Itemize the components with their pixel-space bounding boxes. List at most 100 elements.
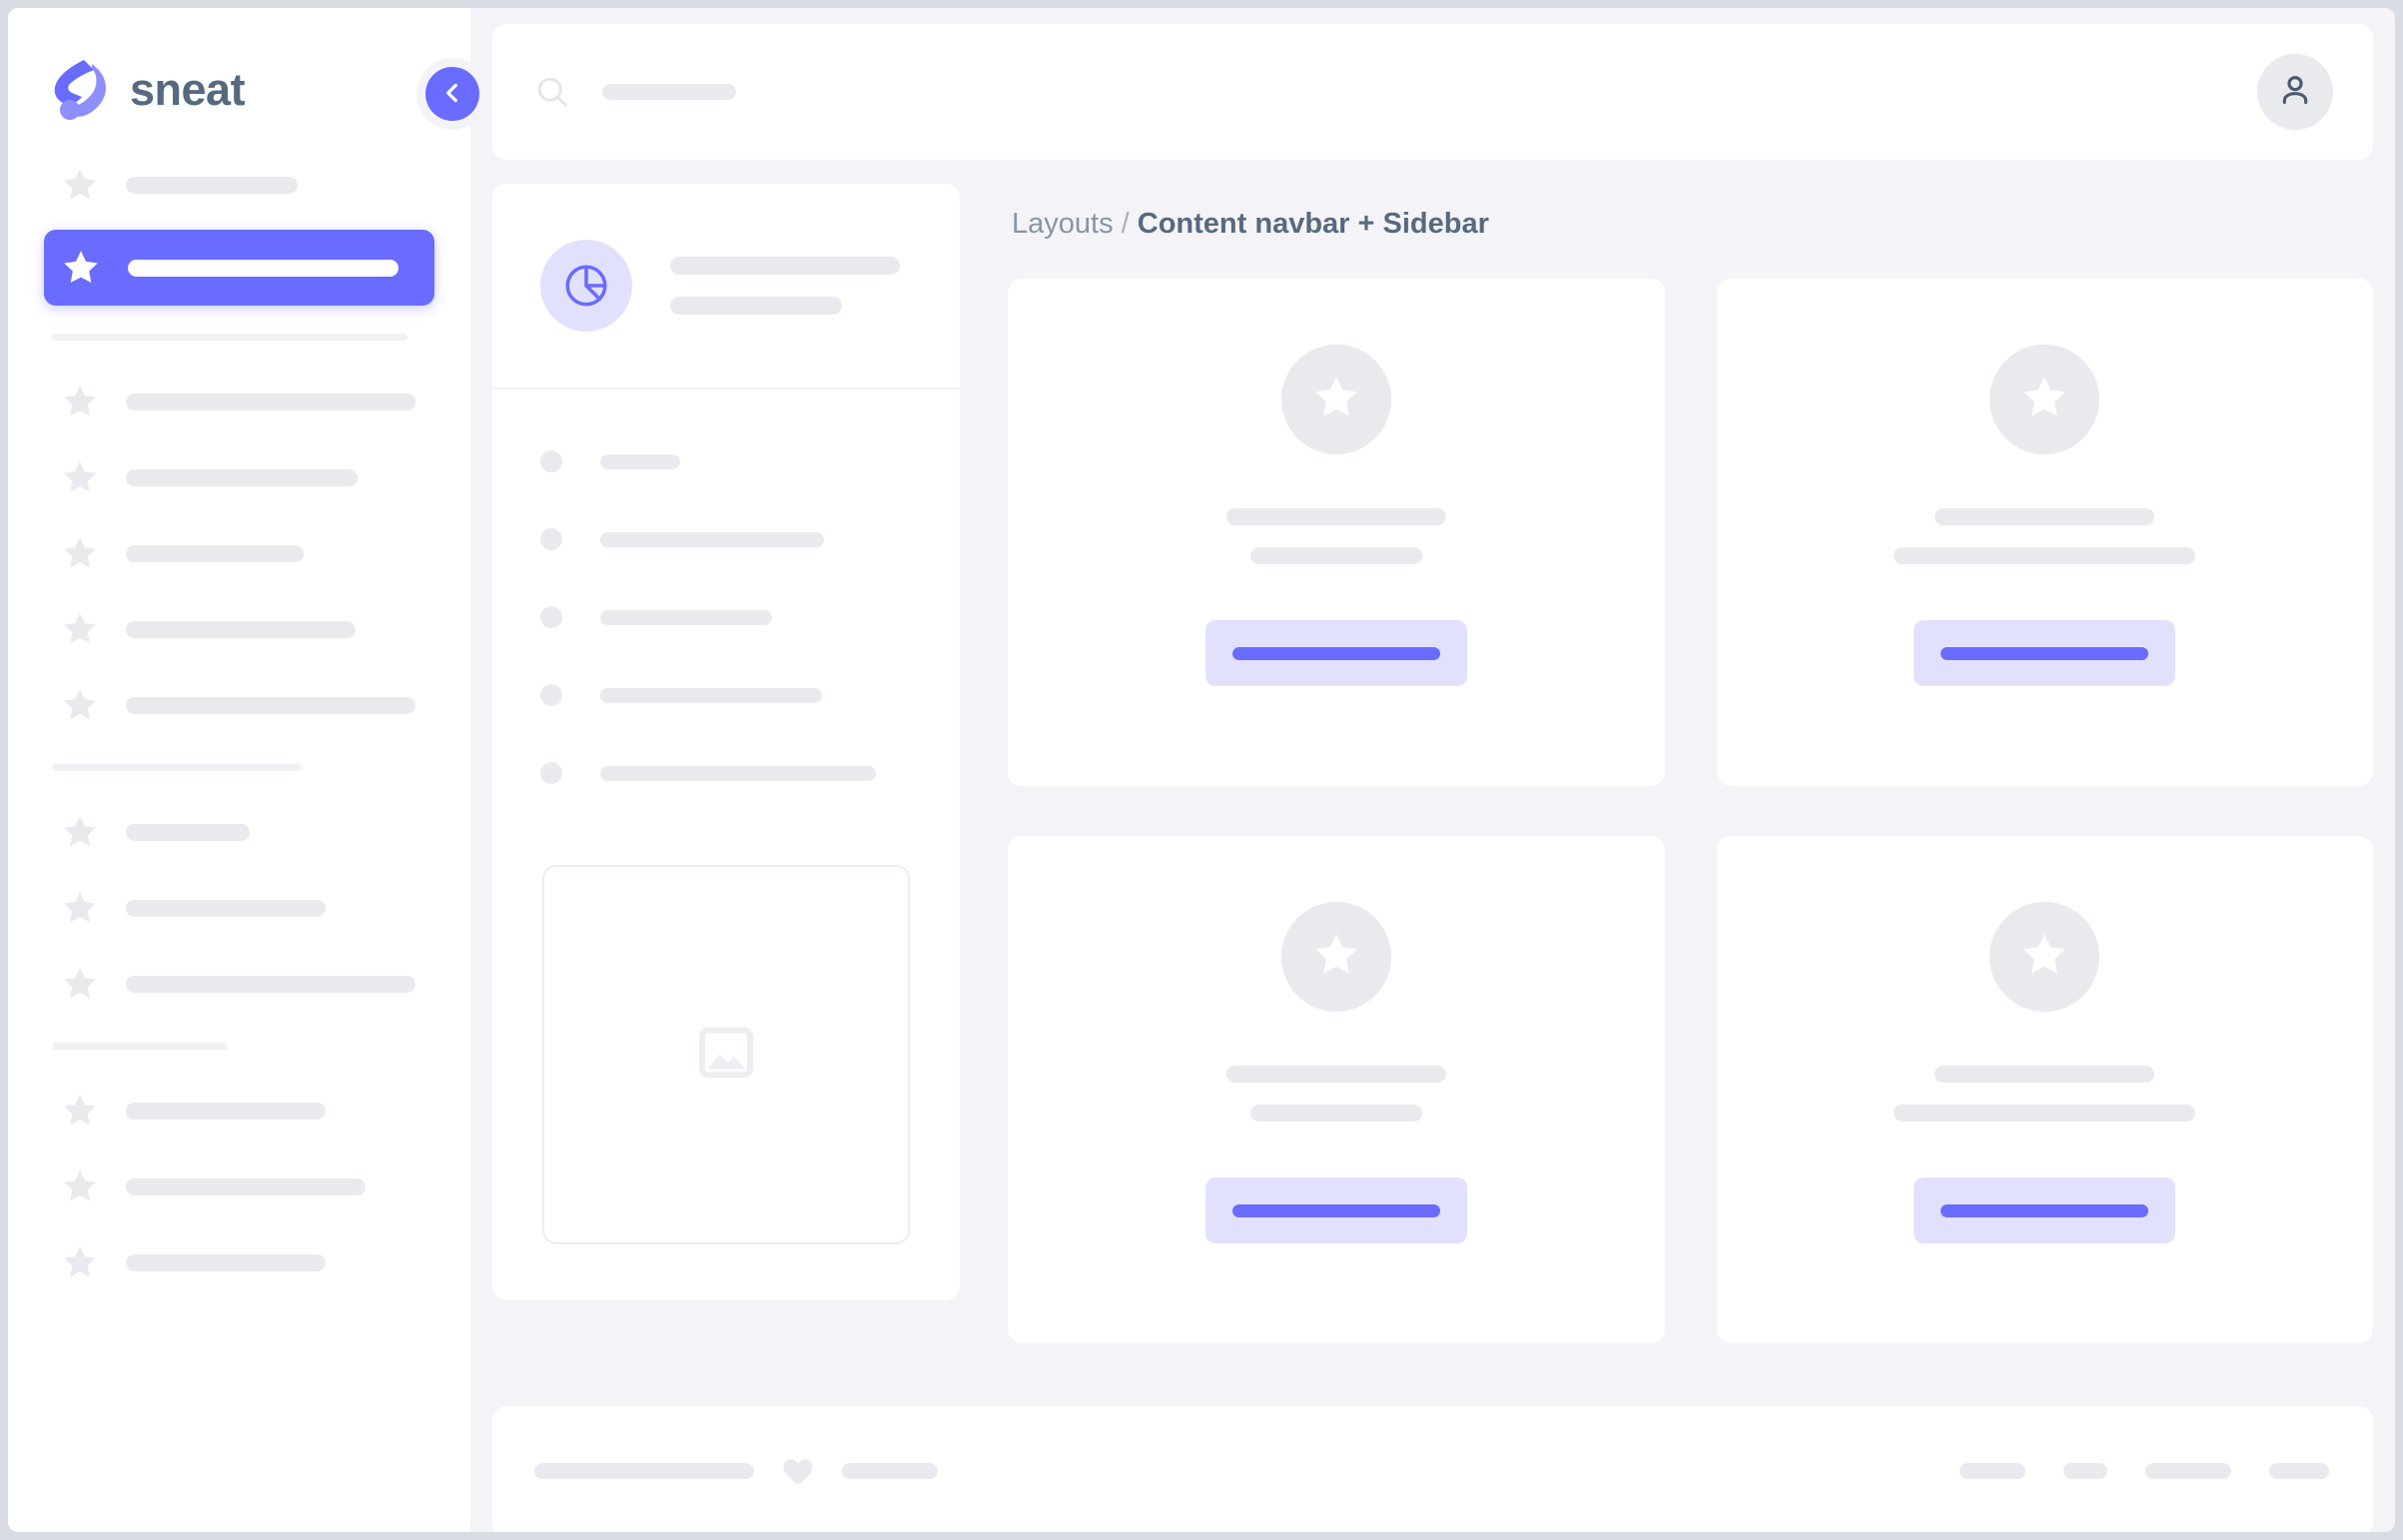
dot-icon: [540, 684, 562, 706]
sidebar-item[interactable]: [8, 1231, 470, 1293]
app-window: sneat: [8, 8, 2395, 1532]
star-icon: [60, 165, 100, 205]
product-card[interactable]: [1716, 279, 2373, 786]
card-text-placeholders: [1894, 508, 2196, 564]
sidebar-item-label: [126, 975, 415, 993]
card-action-label: [1231, 646, 1440, 660]
heart-icon: [780, 1453, 816, 1489]
list-item[interactable]: [492, 519, 960, 559]
sidebar-item-label: [126, 392, 415, 410]
card-text-placeholders: [1225, 508, 1446, 564]
list-item[interactable]: [492, 597, 960, 637]
sidebar: sneat: [8, 8, 488, 1532]
sidebar-item-label: [126, 899, 326, 917]
card-action-button[interactable]: [1914, 1177, 2176, 1243]
card-action-label: [1941, 646, 2149, 660]
search-bar[interactable]: [534, 74, 2231, 110]
sidebar-divider: [52, 334, 407, 341]
search-input[interactable]: [602, 84, 736, 100]
card-line: [1935, 508, 2155, 525]
sidebar-item-label: [126, 823, 250, 841]
sidebar-nav: [8, 128, 470, 1293]
chevron-left-icon: [439, 80, 465, 109]
card-line: [1225, 1066, 1446, 1083]
card-line: [1894, 1105, 2196, 1122]
sidebar-divider: [52, 1043, 228, 1050]
breadcrumb: Layouts / Content navbar + Sidebar: [1008, 184, 2373, 279]
sidebar-item-active[interactable]: [44, 230, 434, 306]
sidebar-item[interactable]: [8, 1155, 470, 1217]
list-item-label: [600, 453, 680, 469]
sidebar-item-label: [126, 620, 356, 638]
footer-left: [534, 1453, 938, 1489]
breadcrumb-current: Content navbar + Sidebar: [1137, 208, 1489, 240]
sidebar-item[interactable]: [8, 1080, 470, 1142]
content-area: Layouts / Content navbar + Sidebar: [470, 8, 2395, 1532]
star-icon: [60, 1166, 100, 1206]
sidebar-collapse-ring: [416, 58, 488, 130]
star-icon: [60, 457, 100, 497]
footer-text-placeholder: [842, 1463, 938, 1479]
sidebar-item[interactable]: [8, 953, 470, 1015]
product-card[interactable]: [1008, 279, 1665, 786]
card-action-button[interactable]: [1914, 620, 2176, 686]
sidebar-item[interactable]: [8, 674, 470, 736]
star-icon: [2018, 929, 2070, 986]
list-item[interactable]: [492, 753, 960, 793]
footer-links: [1960, 1463, 2329, 1479]
star-icon: [1310, 929, 1362, 986]
sidebar-item[interactable]: [8, 522, 470, 584]
footer-link[interactable]: [1960, 1463, 2025, 1479]
star-icon: [60, 1091, 100, 1131]
sidebar-item-label: [128, 259, 399, 277]
brand-name: sneat: [130, 63, 246, 115]
sidebar-item[interactable]: [8, 446, 470, 508]
star-icon: [60, 609, 100, 649]
star-icon: [60, 382, 100, 421]
card-action-button[interactable]: [1204, 1177, 1467, 1243]
sidebar-item-label: [126, 1102, 326, 1120]
sidebar-collapse-button[interactable]: [425, 67, 479, 121]
pie-chart-icon: [540, 240, 632, 332]
sidebar-item[interactable]: [8, 598, 470, 660]
product-card[interactable]: [1716, 836, 2373, 1343]
sidebar-item[interactable]: [8, 371, 470, 432]
brand[interactable]: sneat: [8, 42, 470, 128]
footer-link[interactable]: [2063, 1463, 2107, 1479]
sidebar-item[interactable]: [8, 154, 470, 216]
card-action-label: [1941, 1203, 2149, 1217]
panel-header-line: [670, 297, 842, 315]
card-line: [1225, 508, 1446, 525]
sidebar-divider: [52, 764, 302, 771]
sidebar-item[interactable]: [8, 801, 470, 863]
breadcrumb-parent[interactable]: Layouts: [1012, 208, 1114, 240]
list-item-label: [600, 531, 824, 547]
user-icon: [2275, 70, 2315, 115]
footer-link[interactable]: [2269, 1463, 2329, 1479]
avatar[interactable]: [2257, 54, 2333, 130]
dot-icon: [540, 450, 562, 472]
list-item[interactable]: [492, 441, 960, 481]
product-card[interactable]: [1008, 836, 1665, 1343]
list-item-label: [600, 765, 876, 781]
list-item[interactable]: [492, 675, 960, 715]
sidebar-item[interactable]: [8, 877, 470, 939]
sidebar-item-label: [126, 468, 358, 486]
body-row: Layouts / Content navbar + Sidebar: [492, 184, 2373, 1382]
star-icon: [60, 533, 100, 573]
content-panel: [492, 184, 960, 1300]
card-line: [1935, 1066, 2155, 1083]
dot-icon: [540, 762, 562, 784]
card-text-placeholders: [1894, 1066, 2196, 1122]
footer: [492, 1406, 2373, 1532]
card-line: [1249, 1105, 1422, 1122]
card-action-label: [1231, 1203, 1440, 1217]
search-icon: [534, 74, 570, 110]
image-icon: [694, 1021, 758, 1090]
top-navbar: [492, 24, 2373, 160]
panel-header: [492, 184, 960, 389]
footer-link[interactable]: [2145, 1463, 2231, 1479]
card-action-button[interactable]: [1204, 620, 1467, 686]
list-item-label: [600, 609, 772, 625]
image-placeholder-box[interactable]: [542, 865, 910, 1244]
